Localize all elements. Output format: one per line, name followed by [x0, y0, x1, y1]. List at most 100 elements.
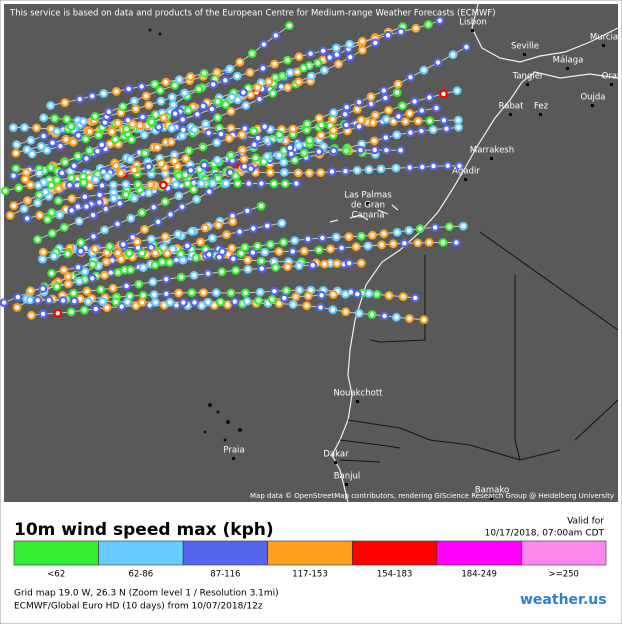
- track-point: [271, 31, 281, 40]
- track-point: [82, 202, 91, 212]
- track-point: [257, 179, 266, 188]
- track-point: [63, 279, 73, 289]
- track-point: [318, 46, 328, 56]
- track-point: [183, 179, 192, 189]
- track-point: [161, 289, 171, 299]
- track-point: [199, 288, 208, 298]
- track-point: [332, 50, 342, 59]
- track-point: [113, 118, 123, 128]
- track-point: [158, 180, 168, 190]
- track-point: [381, 114, 391, 124]
- track-point: [363, 241, 373, 251]
- track-point: [60, 222, 69, 232]
- city-label: Málaga: [553, 56, 584, 66]
- track-point: [341, 289, 350, 299]
- track-point: [22, 167, 31, 177]
- track-point: [194, 84, 204, 94]
- track-point: [137, 208, 147, 217]
- track-point: [255, 287, 265, 297]
- city-dot: [345, 483, 348, 486]
- track-point: [0, 298, 9, 307]
- track-point: [265, 167, 275, 177]
- track-point: [255, 94, 264, 104]
- city-label: Agadir: [452, 167, 480, 177]
- track-point: [25, 295, 35, 305]
- track-point: [299, 246, 309, 256]
- track-point: [169, 156, 179, 166]
- legend-title: 10m wind speed max (kph): [14, 520, 274, 540]
- track-point: [109, 193, 119, 203]
- track-point: [140, 224, 150, 234]
- track-point: [331, 43, 341, 53]
- track-point: [410, 97, 420, 106]
- track-point: [146, 180, 156, 190]
- track-point: [52, 175, 62, 185]
- track-point: [104, 107, 114, 117]
- track-point: [290, 236, 300, 245]
- track-point: [55, 210, 65, 220]
- track-point: [208, 178, 218, 188]
- track-point: [237, 145, 247, 155]
- city-dot: [334, 461, 337, 464]
- track-point: [156, 96, 166, 106]
- track-point: [212, 155, 222, 165]
- track-point: [364, 165, 374, 175]
- track-point: [419, 65, 429, 75]
- track-point: [235, 57, 245, 67]
- track-point: [73, 130, 83, 140]
- track-point: [262, 135, 272, 145]
- track-point: [243, 255, 253, 265]
- track-point: [462, 42, 471, 52]
- legend-label: 87-116: [210, 570, 240, 580]
- city-label: Tangier: [512, 72, 544, 82]
- track-point: [20, 174, 30, 184]
- track-point: [60, 98, 70, 107]
- track-point: [101, 257, 111, 267]
- valid-label: Valid for: [567, 517, 604, 527]
- track-point: [227, 243, 237, 253]
- track-point: [76, 238, 86, 247]
- city-label: Oran: [602, 72, 622, 82]
- track-point: [413, 116, 423, 126]
- track-point: [286, 149, 296, 159]
- track-point: [49, 251, 59, 261]
- track-point: [320, 65, 329, 75]
- track-point: [146, 234, 156, 244]
- track-point: [292, 179, 301, 188]
- track-point: [11, 164, 21, 174]
- track-point: [221, 178, 231, 188]
- track-point: [246, 164, 256, 174]
- legend-label: >=250: [548, 570, 578, 580]
- track-point: [5, 210, 15, 220]
- track-point: [160, 197, 170, 207]
- track-point: [73, 151, 83, 161]
- track-point: [306, 49, 316, 59]
- track-point: [451, 238, 461, 248]
- track-point: [108, 180, 118, 190]
- city-dot: [610, 83, 613, 86]
- track-point: [279, 167, 289, 177]
- track-point: [108, 283, 118, 293]
- track-point: [398, 101, 407, 111]
- track-point: [425, 93, 434, 102]
- track-point: [126, 213, 136, 223]
- track-point: [244, 179, 254, 189]
- city-label: Bamako: [475, 486, 509, 496]
- track-point: [369, 136, 379, 146]
- track-point: [354, 308, 364, 318]
- track-point: [248, 224, 258, 233]
- track-point: [329, 108, 339, 118]
- track-point: [394, 112, 403, 121]
- track-point: [242, 296, 252, 306]
- track-point: [225, 64, 235, 74]
- city-dot: [490, 157, 493, 160]
- track-point: [199, 68, 209, 78]
- track-point: [173, 229, 183, 239]
- islands: [148, 28, 242, 442]
- track-point: [101, 204, 111, 214]
- track-point: [320, 259, 329, 269]
- track-point: [329, 126, 338, 135]
- track-point: [269, 179, 279, 189]
